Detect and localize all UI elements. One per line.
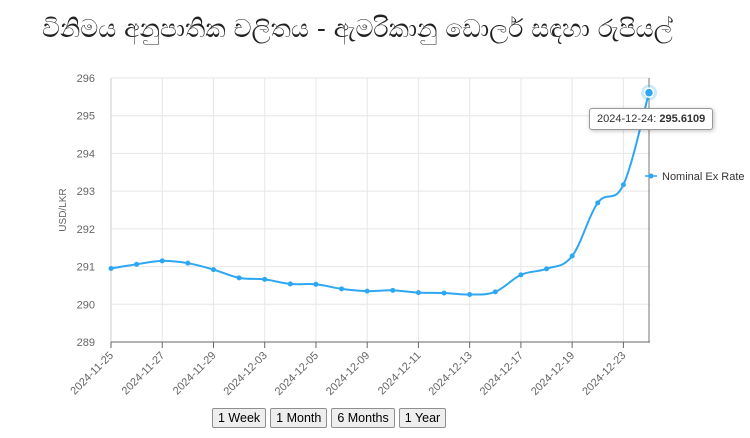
data-point [415, 290, 421, 296]
y-tick-label: 290 [77, 299, 95, 311]
chart-grid [110, 77, 650, 343]
x-tick-label: 2024-11-25 [68, 350, 116, 398]
y-axis-label: USD/LKR [58, 188, 69, 231]
series-line [110, 92, 650, 296]
range-6-months-button[interactable]: 6 Months [331, 408, 395, 428]
data-point [159, 258, 165, 264]
x-tick-label: 2024-12-05 [273, 350, 321, 398]
page-title: විනිමය අනුපාතික චලිතය - ඇමරිකානු ඩොලර් ස… [42, 14, 673, 43]
range-1-year-button[interactable]: 1 Year [398, 408, 447, 428]
data-point [185, 260, 191, 266]
legend-label[interactable]: Nominal Ex Rate [662, 171, 745, 183]
range-1-week-button[interactable]: 1 Week [212, 408, 267, 428]
tooltip-date: 2024-12-24 [597, 113, 654, 125]
data-point [390, 287, 396, 293]
data-point [236, 275, 242, 281]
data-point [441, 290, 447, 296]
x-tick-label: 2024-11-29 [171, 350, 219, 398]
data-point [595, 200, 601, 206]
y-tick-label: 291 [77, 262, 95, 274]
data-point [210, 267, 216, 273]
x-tick-label: 2024-11-27 [120, 350, 168, 398]
chart-tooltip: 2024-12-24: 295.6109 [589, 108, 714, 130]
x-tick-label: 2024-12-03 [222, 350, 270, 398]
y-tick-label: 296 [77, 73, 95, 85]
data-point [134, 261, 140, 267]
data-point [544, 266, 550, 272]
series-nominal-ex-rate [108, 84, 657, 297]
x-tick-label: 2024-12-19 [529, 350, 577, 398]
y-tick-label: 293 [77, 186, 95, 198]
x-tick-label: 2024-12-23 [580, 350, 628, 398]
legend[interactable]: Nominal Ex Rate [645, 171, 745, 183]
y-axis: 289 290 291 292 293 294 295 296 [77, 73, 112, 349]
data-point [108, 265, 114, 271]
y-tick-label: 295 [77, 111, 95, 123]
range-buttons: 1 Week 1 Month 6 Months 1 Year [212, 408, 447, 428]
y-tick-label: 292 [77, 224, 95, 236]
data-point [287, 281, 293, 287]
range-1-month-button[interactable]: 1 Month [270, 408, 328, 428]
data-point [620, 182, 626, 188]
data-point [492, 289, 498, 295]
data-point [262, 276, 268, 282]
data-point [518, 272, 524, 278]
tooltip-value: 295.6109 [659, 113, 706, 125]
data-point [339, 286, 345, 292]
x-tick-label: 2024-12-13 [427, 350, 475, 398]
legend-marker [648, 173, 654, 179]
data-point [313, 281, 319, 287]
data-point [364, 288, 370, 294]
x-tick-label: 2024-12-09 [324, 350, 372, 398]
y-tick-label: 289 [77, 337, 95, 349]
x-tick-label: 2024-12-17 [478, 350, 526, 398]
data-point-highlighted [643, 87, 655, 98]
data-point [467, 291, 473, 297]
data-point [569, 253, 575, 259]
y-tick-label: 294 [77, 148, 95, 160]
x-axis: 2024-11-25 2024-11-27 2024-11-29 2024-12-03… [68, 341, 650, 398]
x-tick-label: 2024-12-11 [376, 350, 424, 398]
